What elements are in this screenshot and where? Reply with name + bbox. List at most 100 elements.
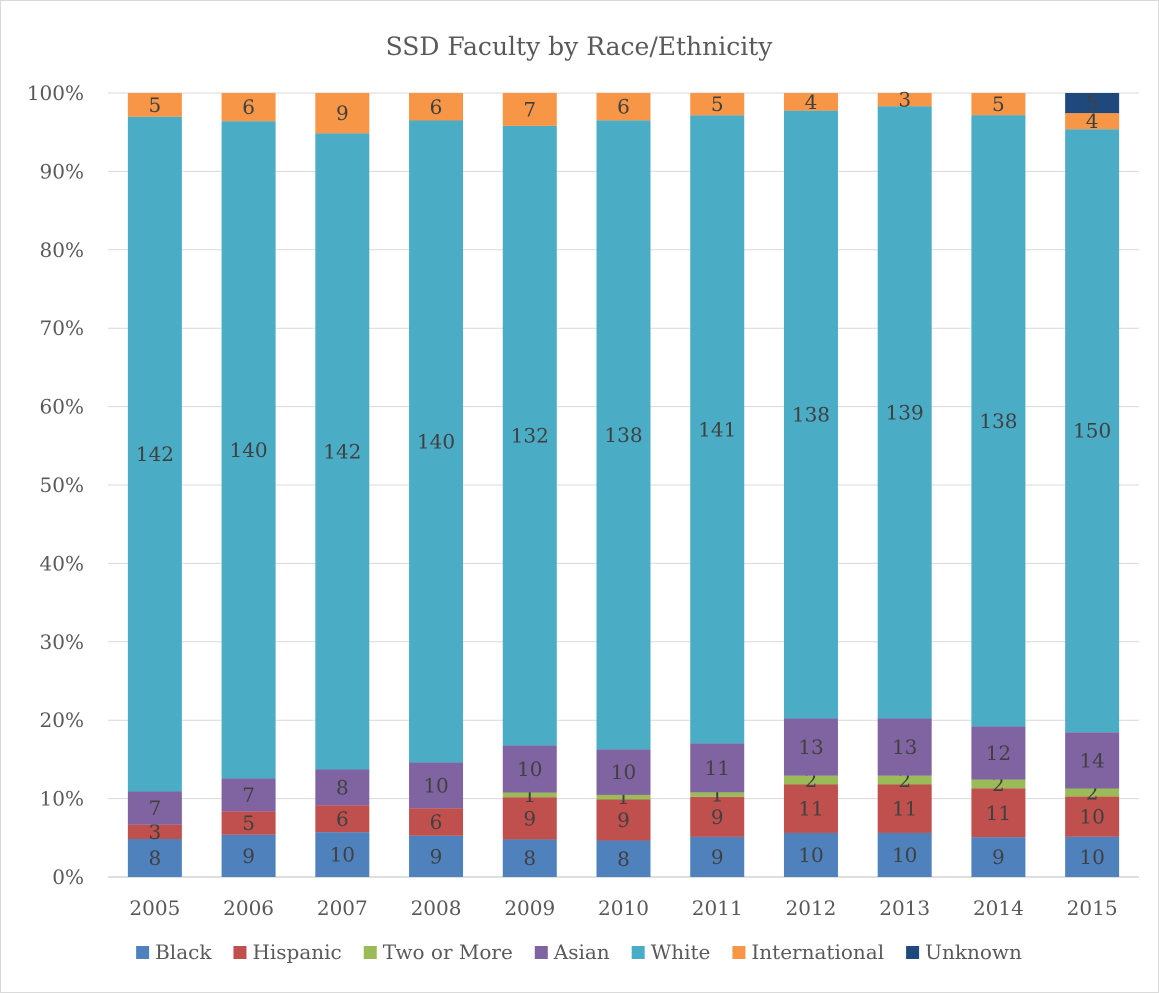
- bar-segment: [596, 799, 651, 841]
- y-tick-label: 60%: [40, 395, 84, 419]
- data-label: 138: [604, 423, 642, 447]
- bar-segment: [783, 718, 838, 776]
- bar-segment: [690, 836, 745, 877]
- x-tick-label: 2006: [223, 896, 274, 920]
- bar-segment: [877, 775, 932, 785]
- data-label: 10: [1079, 845, 1104, 869]
- y-tick-label: 80%: [40, 238, 84, 262]
- data-label: 9: [617, 808, 630, 832]
- bar-segment: [221, 121, 276, 779]
- bar-segment: [127, 93, 182, 117]
- y-tick-label: 40%: [40, 551, 84, 575]
- bar-segment: [596, 120, 651, 750]
- bar-segment: [315, 805, 370, 833]
- data-label: 14: [1079, 748, 1104, 772]
- bar-segment: [502, 93, 557, 126]
- bar-segment: [783, 775, 838, 785]
- data-label: 5: [711, 92, 724, 116]
- y-tick-label: 0%: [52, 865, 84, 889]
- legend-swatch: [363, 946, 377, 959]
- data-label: 9: [711, 805, 724, 829]
- bar-segment: [409, 762, 464, 809]
- data-label: 132: [511, 424, 549, 448]
- legend-swatch: [732, 946, 746, 959]
- bar-segment: [783, 832, 838, 877]
- bar-segment: [502, 745, 557, 793]
- bar-segment: [783, 110, 838, 719]
- bar-segment: [315, 93, 370, 134]
- data-label: 6: [242, 95, 255, 119]
- bar-segment: [409, 835, 464, 877]
- bar-segment: [971, 779, 1026, 789]
- bar-segment: [1065, 836, 1120, 877]
- x-tick-label: 2012: [786, 896, 837, 920]
- legend-label: Unknown: [925, 940, 1022, 964]
- x-tick-label: 2008: [411, 896, 462, 920]
- legend-label: Asian: [553, 940, 610, 964]
- data-label: 6: [336, 807, 349, 831]
- data-label: 10: [330, 843, 355, 867]
- data-label: 11: [986, 801, 1011, 825]
- bar-segment: [596, 794, 651, 800]
- bar-segment: [1065, 129, 1120, 733]
- data-label: 142: [136, 442, 174, 466]
- data-label: 141: [698, 417, 736, 441]
- legend-label: International: [751, 940, 884, 964]
- data-label: 3: [898, 88, 911, 112]
- bar-segment: [409, 808, 464, 836]
- bar-segment: [502, 839, 557, 877]
- data-label: 11: [705, 756, 730, 780]
- data-label: 139: [886, 400, 924, 424]
- y-tick-label: 50%: [40, 473, 84, 497]
- y-tick-label: 20%: [40, 708, 84, 732]
- bar-segment: [877, 106, 932, 719]
- bar-segment: [127, 838, 182, 877]
- bar-segment: [783, 784, 838, 833]
- data-label: 13: [892, 735, 917, 759]
- bar-segment: [315, 769, 370, 806]
- data-label: 9: [523, 806, 536, 830]
- data-label: 9: [242, 844, 255, 868]
- y-tick-label: 10%: [40, 787, 84, 811]
- data-label: 7: [148, 796, 161, 820]
- bar-segment: [127, 116, 182, 792]
- data-label: 142: [323, 439, 361, 463]
- data-label: 138: [979, 409, 1017, 433]
- x-tick-label: 2011: [692, 896, 743, 920]
- bar-segment: [971, 93, 1026, 116]
- bar-segment: [315, 832, 370, 877]
- legend: Black Hispanic Two or More Asian White Intern…: [136, 940, 1022, 964]
- bar-segment: [502, 792, 557, 798]
- data-label: 4: [805, 90, 818, 114]
- bar-segment: [971, 115, 1026, 727]
- bar-segment: [221, 834, 276, 877]
- data-label: 3: [148, 820, 161, 844]
- data-label: 6: [617, 95, 630, 119]
- data-label: 12: [986, 741, 1011, 765]
- bar-segment: [971, 726, 1026, 780]
- bar-segment: [127, 824, 182, 839]
- legend-swatch: [534, 946, 548, 959]
- data-label: 140: [417, 429, 455, 453]
- bar-segment: [690, 115, 745, 744]
- legend-label: Hispanic: [252, 940, 341, 964]
- bar-segment: [877, 718, 932, 776]
- chart-title: SSD Faculty by Race/Ethnicity: [386, 32, 774, 61]
- data-label: 5: [148, 93, 161, 117]
- legend-swatch: [233, 946, 247, 959]
- bar-segment: [596, 840, 651, 877]
- bar-segment: [971, 788, 1026, 838]
- x-tick-label: 2005: [129, 896, 180, 920]
- y-tick-label: 70%: [40, 316, 84, 340]
- data-label: 8: [148, 846, 161, 870]
- x-tick-label: 2015: [1067, 896, 1118, 920]
- data-label: 9: [992, 845, 1005, 869]
- bar-segment: [502, 797, 557, 840]
- bar-segment: [690, 743, 745, 793]
- data-label: 5: [1086, 91, 1099, 115]
- bar-segment: [409, 120, 464, 763]
- bar-segment: [221, 778, 276, 812]
- data-label: 6: [430, 810, 443, 834]
- bar-segment: [690, 93, 745, 116]
